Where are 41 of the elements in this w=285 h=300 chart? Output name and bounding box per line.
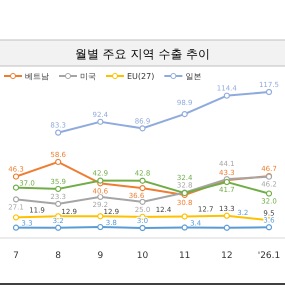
- point: [97, 118, 104, 125]
- point: [97, 194, 104, 200]
- point: [224, 224, 230, 231]
- point: [55, 158, 62, 166]
- point: [266, 190, 272, 197]
- legend-label: 미국: [80, 72, 96, 81]
- legend-label: EU(27): [127, 72, 154, 81]
- point: [12, 184, 20, 191]
- point: [139, 178, 146, 184]
- point: [12, 214, 20, 221]
- point: [12, 173, 20, 180]
- chart-title: 월별 주요 지역 수출 추이: [74, 47, 210, 61]
- x-tick-label: '26.1: [258, 251, 280, 261]
- point: [97, 224, 104, 230]
- point: [139, 224, 146, 232]
- point: [182, 224, 188, 231]
- x-tick-label: 12: [221, 251, 233, 261]
- x-tick-label: 11: [178, 251, 190, 261]
- point: [55, 224, 62, 231]
- point: [55, 130, 62, 136]
- point: [266, 88, 272, 96]
- point: [12, 196, 20, 202]
- legend-label: 베트남: [25, 72, 49, 81]
- x-tick-label: 8: [55, 251, 62, 261]
- point: [224, 212, 230, 219]
- point: [182, 110, 188, 118]
- point: [266, 224, 272, 230]
- x-tick-label: 7: [13, 251, 19, 261]
- point: [182, 213, 188, 220]
- point: [139, 198, 146, 205]
- point: [139, 184, 146, 192]
- point: [224, 92, 230, 99]
- point: [97, 213, 104, 220]
- point: [55, 186, 62, 192]
- point: [55, 200, 62, 207]
- x-tick-label: 9: [97, 251, 104, 261]
- x-tick-label: 10: [136, 251, 148, 261]
- point: [139, 125, 146, 132]
- point: [12, 224, 20, 231]
- point: [97, 178, 104, 184]
- legend-label: 일본: [185, 72, 202, 81]
